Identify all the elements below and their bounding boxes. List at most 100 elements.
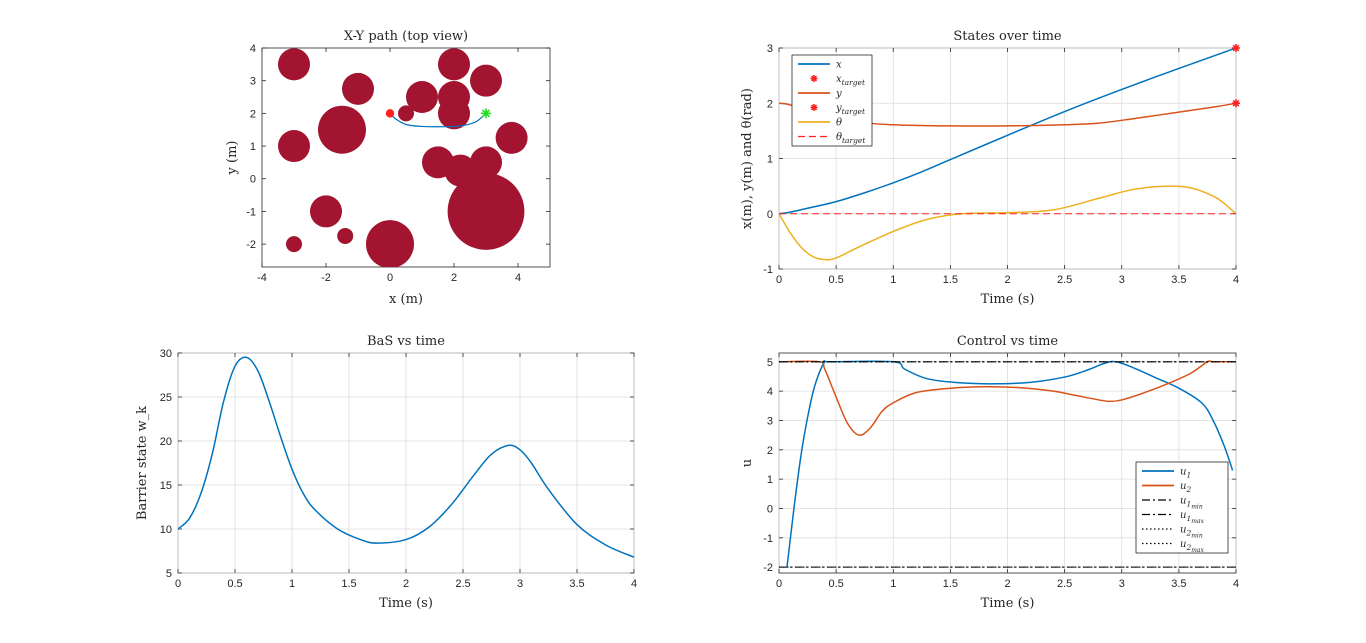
plot-contents bbox=[278, 48, 528, 267]
x-axis-label: Time (s) bbox=[981, 596, 1035, 611]
obstacle-circle bbox=[342, 72, 374, 105]
chart-title: Control vs time bbox=[957, 334, 1059, 349]
legend-label-subsub: min bbox=[1191, 504, 1203, 511]
obstacle-circle bbox=[438, 48, 470, 81]
legend-label: x bbox=[836, 60, 842, 71]
x-tick-label: 3 bbox=[517, 578, 523, 590]
y-axis-label: y (m) bbox=[225, 141, 240, 176]
x-tick-label: 1.5 bbox=[341, 578, 356, 590]
x-tick-label: 3.5 bbox=[569, 578, 584, 590]
y-tick-label: 3 bbox=[767, 43, 773, 55]
x-tick-label: 4 bbox=[1233, 578, 1239, 590]
legend-label-main: x bbox=[836, 74, 842, 85]
x-tick-label: 4 bbox=[1233, 274, 1239, 286]
legend-label-main: u bbox=[1180, 496, 1186, 507]
legend-label-main: u bbox=[1180, 525, 1186, 536]
x-tick-label: 0 bbox=[776, 578, 782, 590]
series-marker bbox=[1232, 44, 1240, 52]
obstacle-circle bbox=[406, 81, 438, 114]
legend-label-sub: target bbox=[842, 78, 866, 87]
y-tick-label: 2 bbox=[767, 98, 773, 110]
x-tick-label: 4 bbox=[515, 272, 521, 284]
legend-label: θ bbox=[836, 118, 842, 129]
legend-label-sub: 2 bbox=[1185, 529, 1191, 538]
x-tick-label: 0.5 bbox=[227, 578, 242, 590]
y-tick-label: 4 bbox=[250, 43, 256, 55]
obstacle-circle bbox=[337, 227, 354, 244]
x-axis-label: x (m) bbox=[389, 292, 423, 307]
x-tick-label: 1 bbox=[289, 578, 295, 590]
legend-label: y bbox=[835, 89, 842, 100]
series-marker bbox=[1232, 99, 1240, 108]
x-axis-label: Time (s) bbox=[981, 292, 1035, 307]
y-tick-label: 3 bbox=[767, 415, 773, 427]
obstacle-circle bbox=[398, 105, 414, 122]
chart-title: X-Y path (top view) bbox=[344, 29, 468, 44]
trajectory-line bbox=[389, 112, 487, 128]
legend-label: u1max bbox=[1180, 510, 1205, 525]
obstacle-circle bbox=[447, 173, 525, 250]
legend-label-sub: 1 bbox=[1186, 471, 1191, 480]
legend-label-sub: 2 bbox=[1185, 485, 1191, 494]
axes-xy: -4 -2 0 2 4 -2 -1 0 1 2 3 4 X-Y path (top view) x (m)… bbox=[225, 29, 551, 307]
plot-contents bbox=[779, 360, 1236, 568]
x-tick-label: 2 bbox=[1004, 578, 1010, 590]
x-tick-label: 1.5 bbox=[943, 274, 958, 286]
series-line bbox=[178, 356, 634, 558]
legend-label: u2min bbox=[1180, 525, 1203, 540]
x-tick-label: 2.5 bbox=[1057, 578, 1072, 590]
legend-label-subsub: min bbox=[1191, 533, 1203, 540]
legend-label: xtarget bbox=[836, 74, 866, 87]
y-axis-label: Barrier state w_k bbox=[135, 406, 150, 520]
legend-label: ytarget bbox=[835, 103, 866, 116]
x-axis-label: Time (s) bbox=[379, 596, 433, 611]
obstacle-circle bbox=[278, 130, 310, 163]
x-tick-label: -4 bbox=[257, 272, 267, 284]
y-tick-label: 15 bbox=[160, 480, 172, 492]
legend-label-subsub: max bbox=[1191, 518, 1204, 525]
x-tick-label: 0 bbox=[776, 274, 782, 286]
y-tick-label: 0 bbox=[767, 503, 773, 515]
series-line bbox=[786, 360, 1234, 568]
legend-marker bbox=[810, 104, 818, 111]
obstacle-circle bbox=[438, 97, 470, 130]
legend-label-main: u bbox=[1180, 481, 1186, 492]
y-tick-label: 3 bbox=[250, 76, 256, 88]
x-tick-label: 1 bbox=[890, 578, 896, 590]
y-tick-label: 5 bbox=[767, 357, 773, 369]
y-tick-label: -2 bbox=[246, 239, 256, 251]
x-tick-label: 2 bbox=[451, 272, 457, 284]
legend-label: u1min bbox=[1180, 496, 1203, 511]
legend-label-sub: 2 bbox=[1185, 543, 1191, 552]
x-tick-label: 2.5 bbox=[455, 578, 470, 590]
legend-label: u2 bbox=[1180, 481, 1191, 494]
obstacle-circle bbox=[495, 121, 528, 154]
x-tick-label: 3 bbox=[1119, 274, 1125, 286]
legend-label-main: θ bbox=[836, 118, 842, 129]
x-tick-label: 0 bbox=[175, 578, 181, 590]
x-tick-label: 0.5 bbox=[828, 578, 843, 590]
legend-label-main: u bbox=[1180, 539, 1186, 550]
legend-label-sub: 1 bbox=[1186, 500, 1191, 509]
start-marker bbox=[385, 109, 395, 118]
y-tick-label: 1 bbox=[767, 154, 773, 166]
legend-label-main: θ bbox=[836, 132, 842, 143]
x-tick-label: 3 bbox=[1119, 578, 1125, 590]
x-tick-label: 2 bbox=[403, 578, 409, 590]
legend-label: u1 bbox=[1180, 467, 1191, 480]
legend-label-subsub: max bbox=[1191, 547, 1204, 554]
y-tick-label: -2 bbox=[763, 562, 773, 574]
legend-label-sub: target bbox=[842, 136, 866, 145]
obstacle-circle bbox=[470, 146, 502, 179]
obstacle-circle bbox=[318, 105, 366, 154]
legend-label-main: u bbox=[1180, 510, 1186, 521]
chart-title: States over time bbox=[953, 29, 1062, 44]
x-tick-label: 4 bbox=[631, 578, 637, 590]
x-tick-label: 0 bbox=[387, 272, 393, 284]
x-tick-label: 0.5 bbox=[828, 274, 843, 286]
x-tick-label: 1 bbox=[890, 274, 896, 286]
y-tick-label: 1 bbox=[767, 474, 773, 486]
y-tick-label: 0 bbox=[767, 209, 773, 221]
